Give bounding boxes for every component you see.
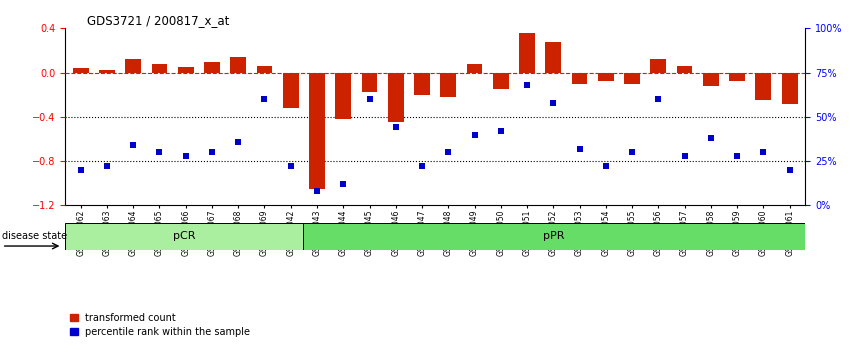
Bar — [99, 70, 115, 73]
Bar — [624, 73, 640, 84]
Bar — [65, 223, 303, 250]
Point — [494, 128, 507, 134]
Point — [783, 167, 797, 173]
Bar — [650, 59, 666, 73]
Bar — [303, 223, 805, 250]
Text: GDS3721 / 200817_x_at: GDS3721 / 200817_x_at — [87, 14, 229, 27]
Bar — [414, 73, 430, 95]
Point — [126, 142, 140, 148]
Bar — [152, 64, 167, 73]
Point — [442, 149, 456, 155]
Bar — [126, 59, 141, 73]
Bar — [73, 68, 88, 73]
Bar — [598, 73, 614, 81]
Point — [336, 181, 350, 187]
Bar — [572, 73, 587, 84]
Point — [651, 96, 665, 102]
Point — [756, 149, 770, 155]
Bar — [441, 73, 456, 97]
Point — [310, 188, 324, 194]
Text: pCR: pCR — [172, 231, 195, 241]
Bar — [256, 66, 273, 73]
Point — [205, 149, 219, 155]
Point — [100, 164, 114, 169]
Point — [520, 82, 534, 88]
Legend: transformed count, percentile rank within the sample: transformed count, percentile rank withi… — [70, 313, 250, 337]
Bar — [467, 64, 482, 73]
Point — [415, 164, 429, 169]
Bar — [178, 67, 194, 73]
Point — [546, 100, 560, 105]
Point — [625, 149, 639, 155]
Point — [704, 135, 718, 141]
Point — [284, 164, 298, 169]
Bar — [230, 57, 246, 73]
Point — [152, 149, 166, 155]
Point — [678, 153, 692, 159]
Point — [257, 96, 271, 102]
Bar — [335, 73, 351, 119]
Bar — [283, 73, 299, 108]
Bar — [520, 33, 535, 73]
Point — [730, 153, 744, 159]
Bar — [493, 73, 508, 89]
Point — [599, 164, 613, 169]
Bar — [362, 73, 378, 92]
Bar — [676, 66, 693, 73]
Point — [74, 167, 87, 173]
Bar — [755, 73, 772, 100]
Point — [231, 139, 245, 144]
Bar — [703, 73, 719, 86]
Bar — [782, 73, 798, 104]
Point — [572, 146, 586, 152]
Bar — [388, 73, 404, 122]
Text: pPR: pPR — [543, 231, 565, 241]
Bar — [309, 73, 325, 189]
Bar — [729, 73, 745, 81]
Point — [468, 132, 481, 137]
Bar — [546, 42, 561, 73]
Text: disease state: disease state — [2, 231, 67, 241]
Point — [389, 125, 403, 130]
Bar — [204, 62, 220, 73]
Point — [178, 153, 192, 159]
Point — [363, 96, 377, 102]
